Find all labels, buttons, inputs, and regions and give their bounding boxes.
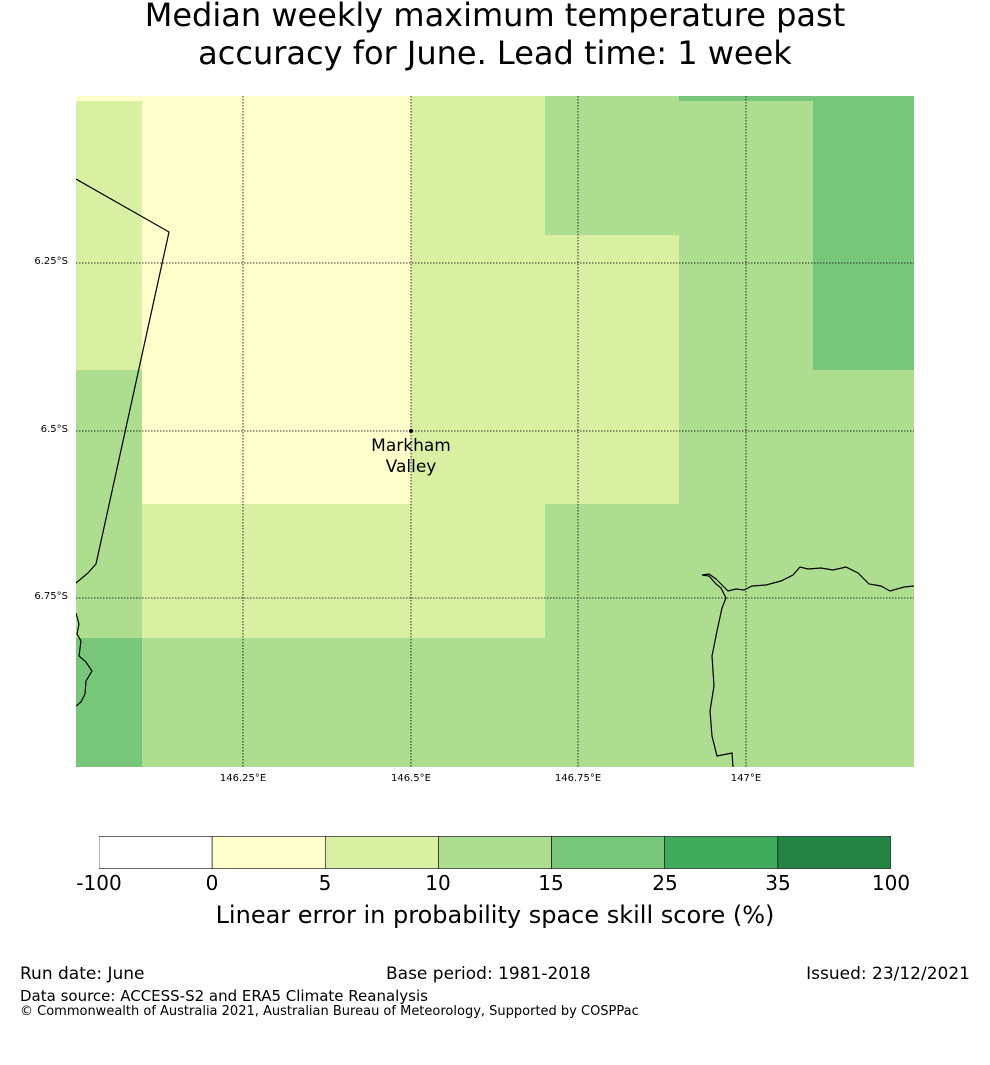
grid-cell — [411, 235, 679, 504]
colorbar-tick: 35 — [765, 871, 791, 895]
grid-cell — [142, 101, 411, 504]
place-label: Markham Valley — [351, 436, 471, 478]
colorbar-segment — [664, 836, 779, 869]
colorbar-tick: 10 — [425, 871, 451, 895]
base-period: Base period: 1981-2018 — [386, 964, 591, 984]
grid-cell — [76, 96, 679, 101]
colorbar-tick: 0 — [205, 871, 219, 895]
colorbar-segment — [551, 836, 666, 869]
lat-label: 6.75°S — [34, 591, 68, 602]
grid-cell — [679, 96, 914, 101]
coastline-north — [701, 566, 914, 592]
lon-label: 146.75°E — [554, 773, 602, 784]
colorbar-tick: 5 — [318, 871, 332, 895]
issued-date: Issued: 23/12/2021 — [806, 964, 970, 984]
map-title-line2: accuracy for June. Lead time: 1 week — [198, 34, 792, 72]
map-title: Median weekly maximum temperature past a… — [0, 0, 990, 72]
grid-cell — [813, 101, 914, 370]
colorbar-tick: -100 — [76, 871, 122, 895]
colorbar-title: Linear error in probability space skill … — [215, 901, 775, 929]
place-label-line2: Valley — [385, 457, 437, 477]
lon-label: 146.25°E — [219, 773, 267, 784]
graticule — [76, 96, 914, 767]
coastline-west — [76, 612, 93, 707]
lon-label: 146.5°E — [391, 773, 431, 784]
colorbar-tick: 25 — [652, 871, 678, 895]
run-date: Run date: June — [20, 964, 145, 984]
colorbar-tick: 15 — [538, 871, 564, 895]
lat-label: 6.25°S — [34, 256, 68, 267]
colorbar — [98, 836, 892, 869]
coastline-east — [701, 574, 734, 767]
lat-label: 6.5°S — [40, 424, 68, 435]
colorbar-tick: 100 — [871, 871, 911, 895]
copyright: © Commonwealth of Australia 2021, Austra… — [20, 1004, 639, 1019]
grid-cell — [76, 638, 142, 767]
colorbar-segment — [438, 836, 552, 869]
grid-cell — [411, 96, 545, 235]
data-source: Data source: ACCESS-S2 and ERA5 Climate … — [20, 987, 428, 1005]
place-label-line1: Markham — [371, 436, 451, 456]
grid-cell — [142, 504, 545, 638]
location-marker — [409, 429, 413, 433]
colorbar-segment — [211, 836, 326, 869]
skill-score-map — [76, 96, 914, 767]
map-title-line1: Median weekly maximum temperature past — [144, 0, 846, 34]
colorbar-segment — [777, 836, 892, 869]
grid-cell — [76, 101, 142, 370]
province-border — [76, 178, 170, 584]
grid-cell — [545, 96, 679, 235]
colorbar-segment — [324, 836, 439, 869]
colorbar-segment — [98, 836, 213, 869]
lon-label: 147°E — [730, 773, 762, 784]
